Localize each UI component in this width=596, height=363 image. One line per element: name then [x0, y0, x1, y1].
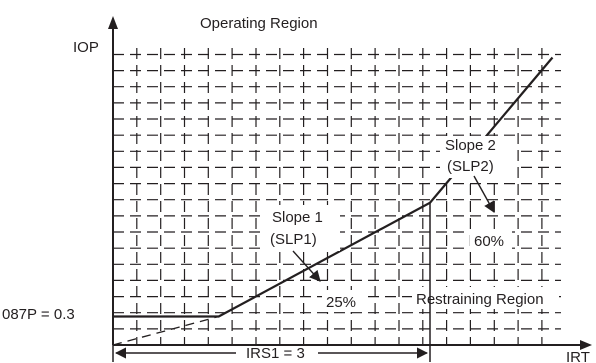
slope1-percent: 25%: [326, 294, 356, 311]
y-axis-label: IOP: [73, 39, 99, 56]
slope1-label: Slope 1: [272, 209, 323, 226]
series-layer: [112, 56, 554, 346]
pickup-label: 087P = 0.3: [2, 306, 75, 323]
x-axis-label: IRT: [566, 349, 590, 363]
slope2-sublabel: (SLP2): [447, 158, 494, 175]
characteristic-line: [113, 56, 554, 318]
pickup-label-bg: [0, 302, 100, 324]
slope2-percent: 60%: [474, 233, 504, 250]
slope1-pointer: [292, 250, 321, 282]
restraining-region-label-bg: [412, 287, 559, 309]
slope1-label-bg: [264, 205, 340, 251]
restraining-region-label: Restraining Region: [416, 291, 544, 308]
slope2-label: Slope 2: [445, 137, 496, 154]
irs1-label: IRS1 = 3: [246, 345, 305, 362]
chart-title-operating-region: Operating Region: [200, 15, 318, 32]
slope2-pct-bg: [470, 229, 512, 251]
slope2-pointer: [473, 175, 495, 213]
y-axis-arrowhead: [108, 16, 118, 29]
slope1-pct-bg: [322, 290, 364, 312]
x-axis-arrowhead: [580, 340, 592, 350]
slope2-label-bg: [440, 136, 515, 178]
slope1-sublabel: (SLP1): [270, 231, 317, 248]
slope1-extension-dashed-line: [112, 315, 219, 346]
